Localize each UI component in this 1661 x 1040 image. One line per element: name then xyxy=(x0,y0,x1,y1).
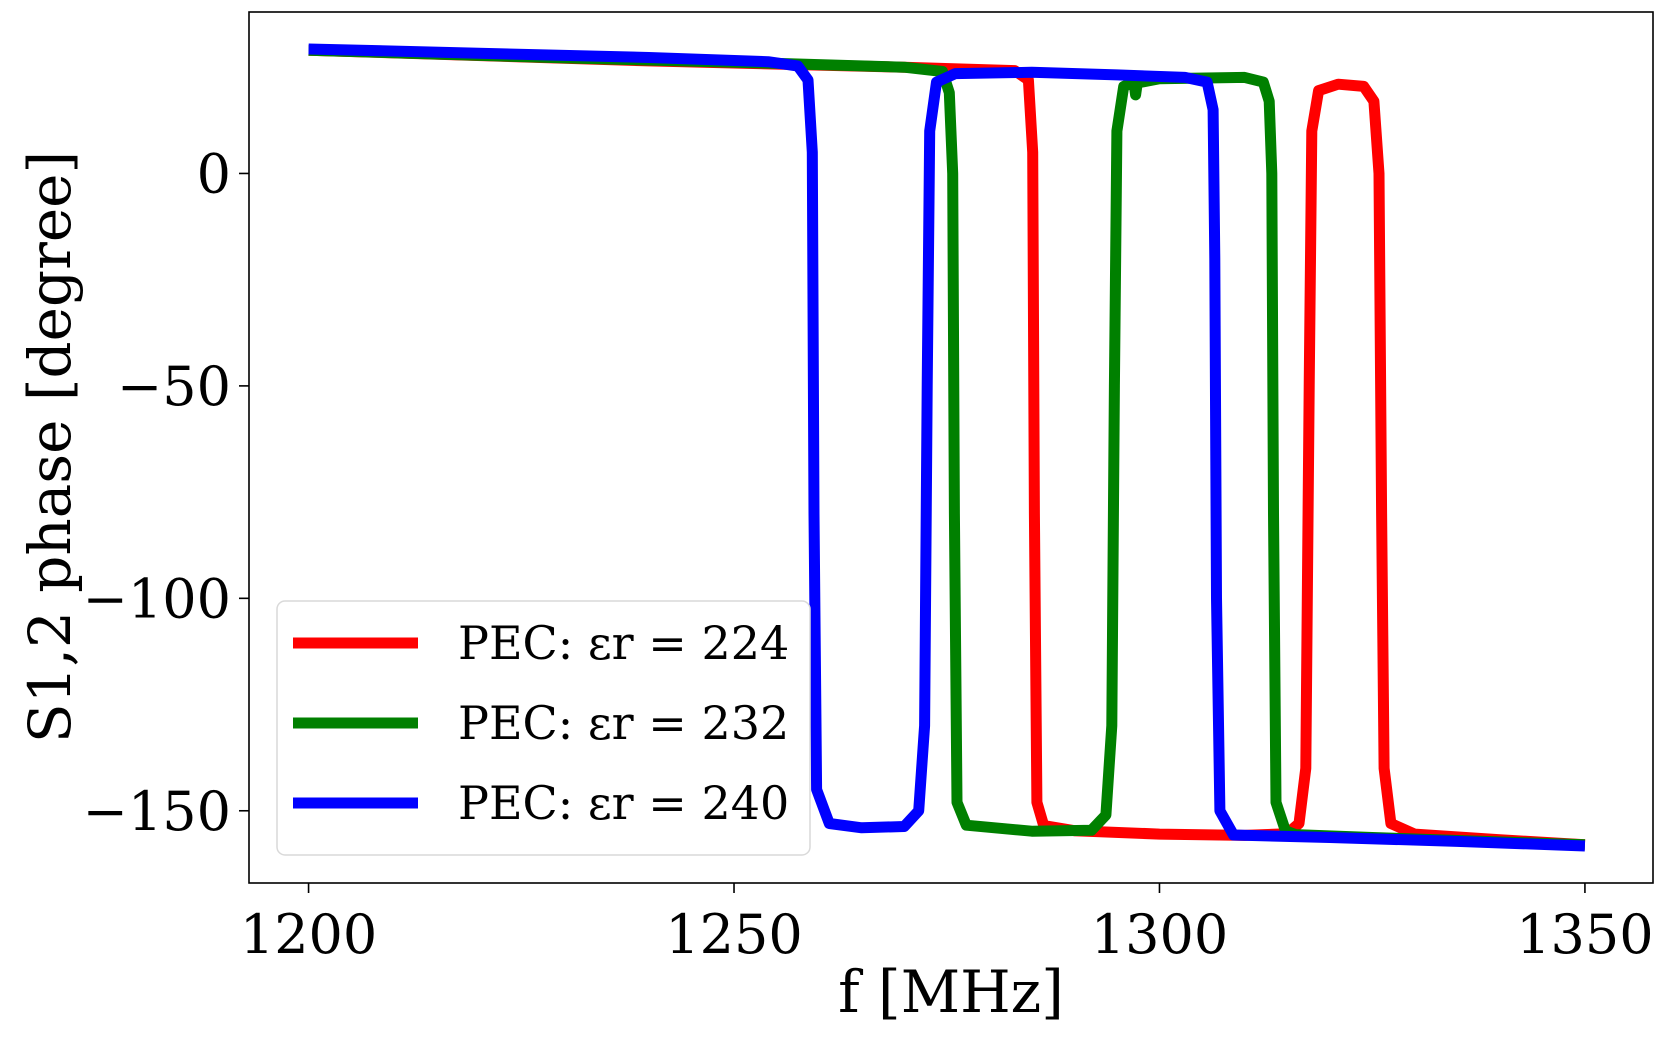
y-axis-label: S1,2 phase [degree] xyxy=(16,151,84,743)
legend: PEC: εr = 224 PEC: εr = 232 PEC: εr = 240 xyxy=(276,600,811,856)
legend-label-3: PEC: εr = 240 xyxy=(458,776,789,830)
x-axis-label: f [MHz] xyxy=(838,958,1064,1026)
legend-label-1: PEC: εr = 224 xyxy=(458,616,789,670)
legend-entries: PEC: εr = 224 PEC: εr = 232 PEC: εr = 240 xyxy=(293,616,789,830)
series-line-1 xyxy=(308,44,1586,851)
legend-label-2: PEC: εr = 232 xyxy=(458,696,789,750)
legend-box xyxy=(276,600,811,856)
y-tick-label-2: −100 xyxy=(83,567,231,630)
series-line-2 xyxy=(308,44,1586,851)
series-line-3 xyxy=(308,43,1586,852)
plot-frame xyxy=(248,11,1654,884)
x-tick-label-1300: 1300 xyxy=(1091,903,1228,966)
x-tick-label-1350: 1350 xyxy=(1516,903,1653,966)
x-axis: 1200 1250 1300 1350 xyxy=(240,883,1654,966)
x-tick-label-1200: 1200 xyxy=(240,903,377,966)
series-layer xyxy=(308,43,1586,852)
y-tick-label-1: −50 xyxy=(117,355,231,418)
y-axis: 0 −50 −100 −150 xyxy=(83,142,249,843)
y-tick-label-3: −150 xyxy=(83,780,231,843)
x-tick-label-1250: 1250 xyxy=(665,903,802,966)
y-tick-label-0: 0 xyxy=(197,142,231,205)
